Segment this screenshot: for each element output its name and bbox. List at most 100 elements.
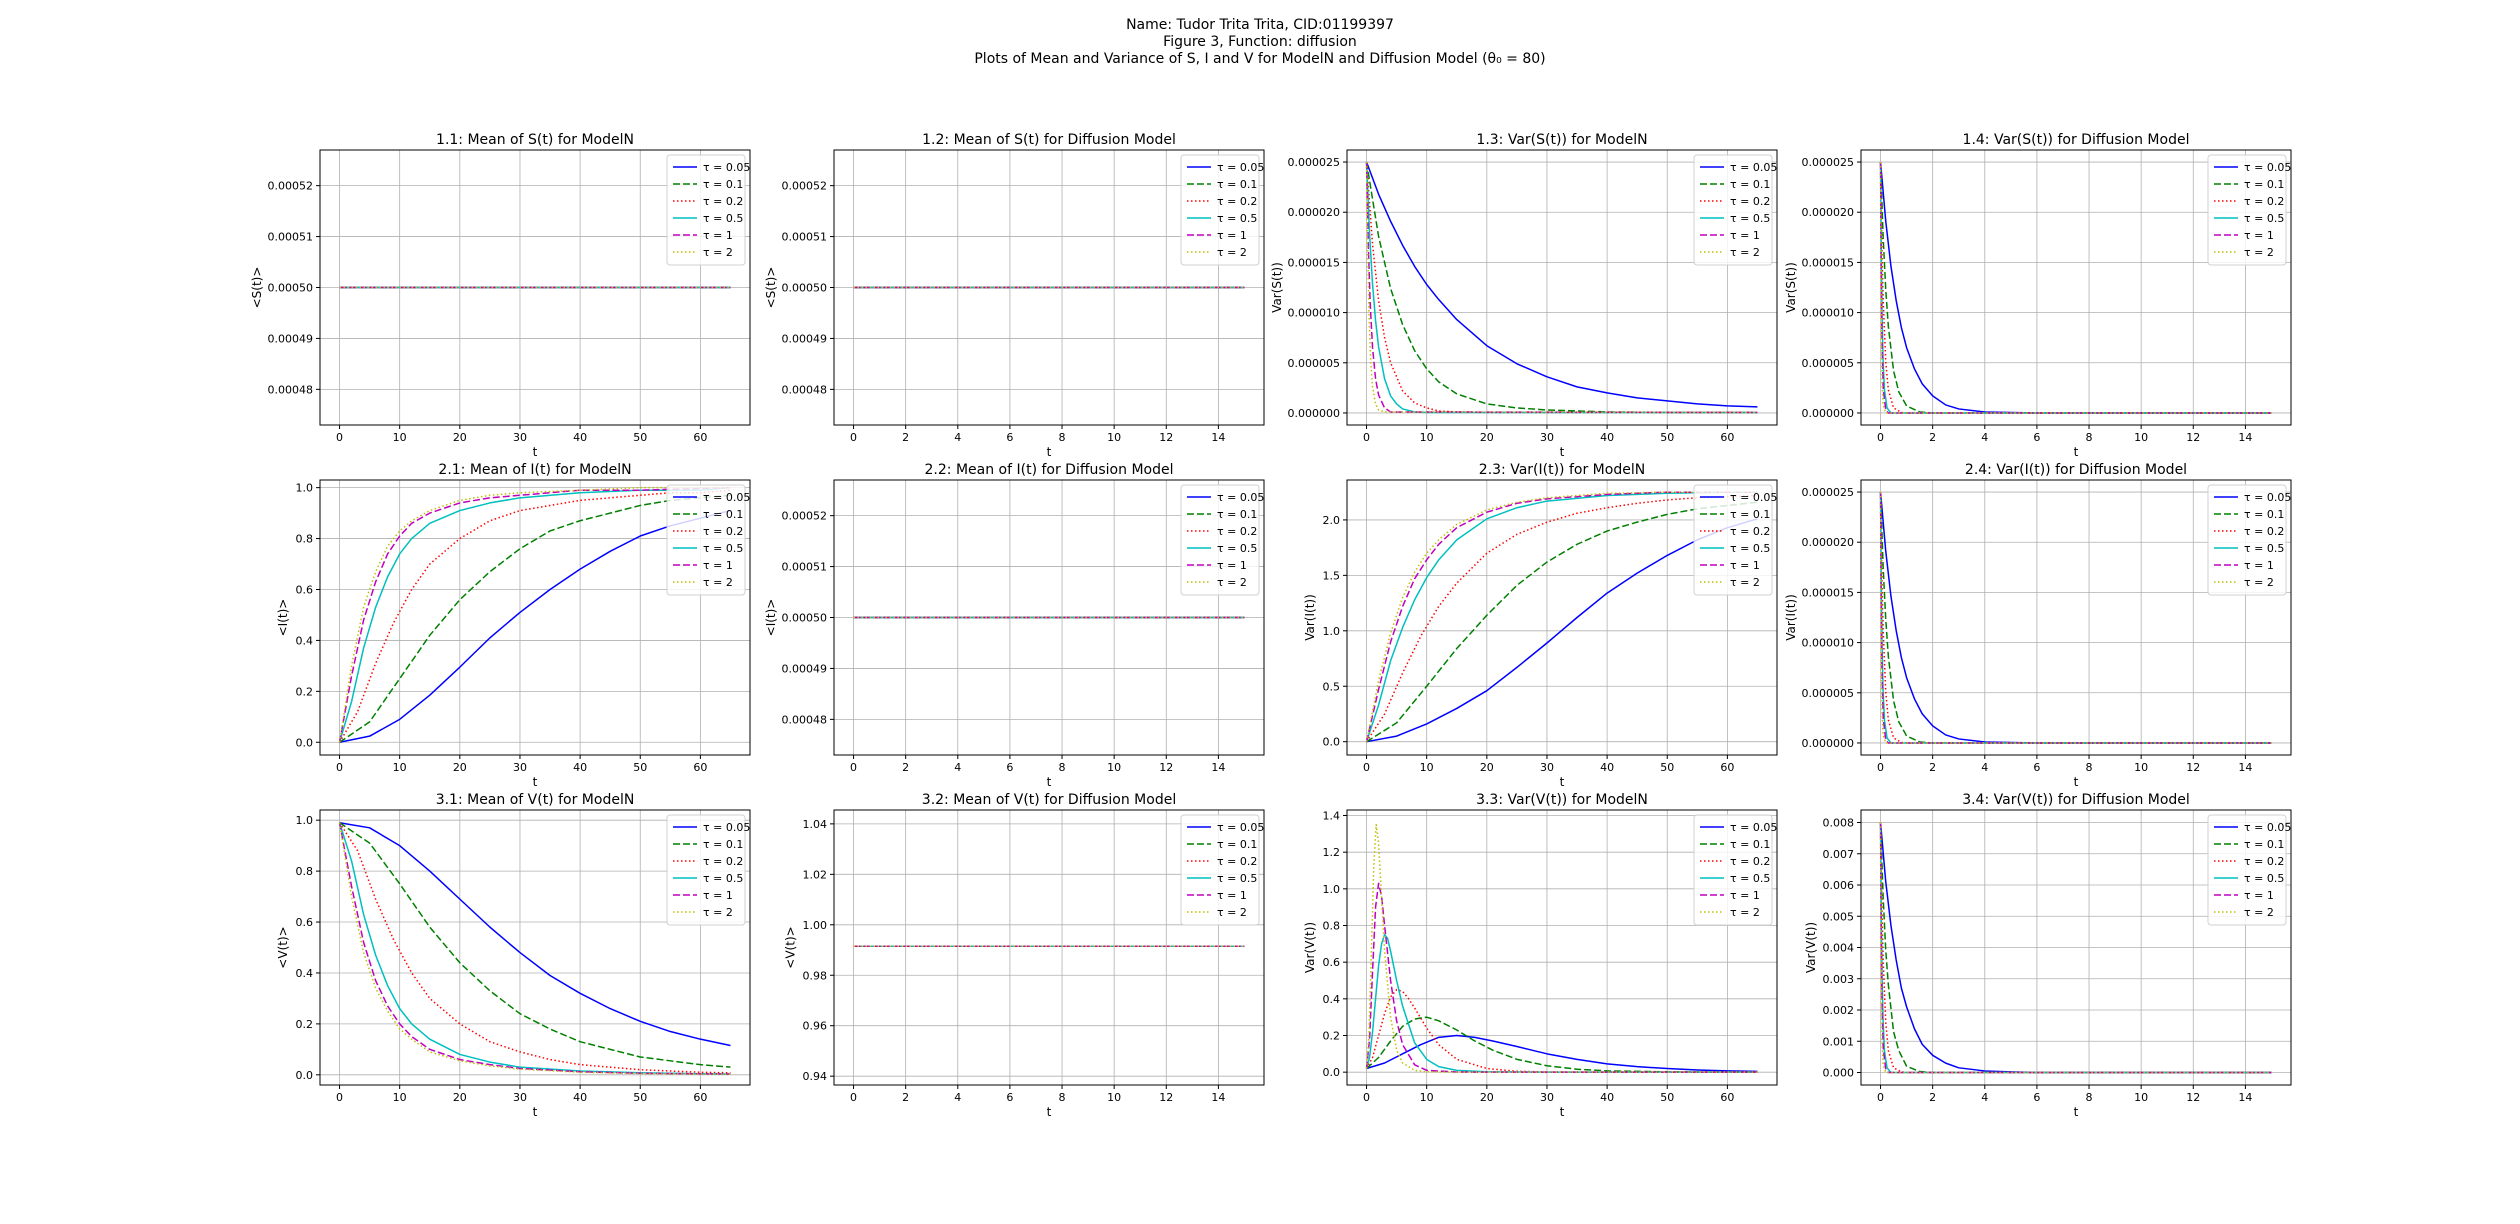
x-tick-label: 12 xyxy=(2186,431,2200,444)
x-tick-label: 10 xyxy=(2134,1091,2148,1104)
legend: τ = 0.05 τ = 0.1 τ = 0.2 τ = 0.5 τ = 1 τ = 2 xyxy=(2207,814,2291,926)
y-tick-label: 0.000025 xyxy=(1802,156,1855,169)
x-tick-label: 12 xyxy=(2186,1091,2200,1104)
x-tick-label: 10 xyxy=(1420,431,1434,444)
y-tick-label: 0.6 xyxy=(1323,956,1341,969)
series-group xyxy=(1879,491,2272,744)
x-tick-label: 10 xyxy=(1107,431,1121,444)
legend-entry: τ = 0.5 xyxy=(703,212,743,225)
y-tick-label: 0.000015 xyxy=(1288,256,1341,269)
legend-entry: τ = 0.2 xyxy=(1730,855,1770,868)
y-tick-label: 1.04 xyxy=(803,818,828,831)
legend-entry: τ = 0.5 xyxy=(1217,212,1257,225)
x-tick-label: 30 xyxy=(1540,761,1554,774)
y-tick-label: 0.008 xyxy=(1823,817,1855,830)
y-tick-label: 0.4 xyxy=(296,967,314,980)
x-tick-label: 50 xyxy=(633,761,647,774)
x-tick-label: 8 xyxy=(2086,431,2093,444)
x-tick-label: 30 xyxy=(513,761,527,774)
legend-entry: τ = 2 xyxy=(1217,906,1247,919)
legend-entry: τ = 1 xyxy=(703,559,733,572)
legend-entry: τ = 0.2 xyxy=(703,855,743,868)
subplot-title: 3.1: Mean of V(t) for ModelN xyxy=(436,792,635,808)
x-tick-label: 0 xyxy=(336,761,343,774)
y-tick-label: 0.004 xyxy=(1823,942,1855,955)
legend-entry: τ = 2 xyxy=(1730,906,1760,919)
x-tick-label: 30 xyxy=(1540,1091,1554,1104)
subplot-p21: 0 10 20 30 40 50 60 0.0 0.2 0.4 0.6 0.8 1.0 2.1: Mean… xyxy=(276,462,751,789)
y-tick-label: 0.5 xyxy=(1323,680,1341,693)
y-axis-label: <S(t)> xyxy=(764,267,778,309)
legend-entry: τ = 0.05 xyxy=(703,161,750,174)
y-tick-label: 0.8 xyxy=(296,533,314,546)
legend-box xyxy=(1180,154,1260,266)
x-tick-label: 0 xyxy=(850,761,857,774)
x-tick-label: 14 xyxy=(1211,1091,1225,1104)
y-tick-label: 0.000005 xyxy=(1802,687,1855,700)
x-axis-label: t xyxy=(2074,445,2079,459)
subplot-title: 2.2: Mean of I(t) for Diffusion Model xyxy=(925,462,1174,478)
x-tick-label: 6 xyxy=(1006,431,1013,444)
legend: τ = 0.05 τ = 0.1 τ = 0.2 τ = 0.5 τ = 1 τ = 2 xyxy=(1693,814,1777,926)
x-tick-label: 4 xyxy=(954,1091,961,1104)
x-tick-label: 60 xyxy=(1720,431,1734,444)
x-tick-label: 10 xyxy=(393,431,407,444)
x-tick-label: 20 xyxy=(1480,1091,1494,1104)
axes-frame xyxy=(833,809,1265,1086)
legend-entry: τ = 0.1 xyxy=(1217,838,1257,851)
series-line-2 xyxy=(1879,162,2272,414)
legend-box xyxy=(666,154,746,266)
y-tick-label: 0.00050 xyxy=(268,282,314,295)
subplot-p11: 0 10 20 30 40 50 60 0.00048 0.00049 0.00050 0.0005… xyxy=(250,132,751,459)
series-group xyxy=(1365,161,1758,414)
y-axis-label: <I(t)> xyxy=(276,599,290,637)
legend-entry: τ = 0.1 xyxy=(2244,178,2284,191)
x-tick-label: 30 xyxy=(1540,431,1554,444)
x-axis-label: t xyxy=(2074,1105,2079,1119)
x-tick-label: 40 xyxy=(1600,431,1614,444)
legend: τ = 0.05 τ = 0.1 τ = 0.2 τ = 0.5 τ = 1 τ = 2 xyxy=(2207,154,2291,266)
legend-entry: τ = 1 xyxy=(1730,229,1760,242)
y-tick-label: 0.00052 xyxy=(268,180,314,193)
x-axis-label: t xyxy=(1560,1105,1565,1119)
legend: τ = 0.05 τ = 0.1 τ = 0.2 τ = 0.5 τ = 1 τ = 2 xyxy=(666,814,750,926)
x-tick-label: 0 xyxy=(1877,431,1884,444)
x-tick-label: 0 xyxy=(1363,431,1370,444)
x-tick-label: 0 xyxy=(336,1091,343,1104)
x-tick-label: 40 xyxy=(573,431,587,444)
series-line-1 xyxy=(339,494,731,743)
y-tick-label: 0.0 xyxy=(1323,1066,1341,1079)
x-tick-label: 6 xyxy=(1006,1091,1013,1104)
x-tick-label: 14 xyxy=(1211,761,1225,774)
x-tick-label: 50 xyxy=(633,1091,647,1104)
subplot-title: 3.4: Var(V(t)) for Diffusion Model xyxy=(1962,792,2190,808)
y-axis-label: Var(S(t)) xyxy=(1270,262,1284,313)
legend: τ = 0.05 τ = 0.1 τ = 0.2 τ = 0.5 τ = 1 τ = 2 xyxy=(666,484,750,596)
x-tick-label: 8 xyxy=(2086,761,2093,774)
x-tick-label: 4 xyxy=(1981,431,1988,444)
x-tick-label: 10 xyxy=(2134,431,2148,444)
legend-entry: τ = 2 xyxy=(703,906,733,919)
y-axis-label: Var(V(t)) xyxy=(1303,922,1317,973)
legend-entry: τ = 0.1 xyxy=(703,838,743,851)
y-tick-label: 0.001 xyxy=(1823,1035,1855,1048)
y-tick-label: 0.6 xyxy=(296,583,314,596)
x-tick-label: 60 xyxy=(693,761,707,774)
subplot-p33: 0 10 20 30 40 50 60 0.0 0.2 0.4 0.6 0.8 1.0 1.2 1.4 3.3… xyxy=(1303,792,1778,1119)
subplot-p13: 0 10 20 30 40 50 60 0.000000 0.000005 0.000010 0.0… xyxy=(1270,132,1778,459)
axes-frame xyxy=(319,479,751,756)
series-group xyxy=(1879,161,2272,414)
legend-box xyxy=(1180,814,1260,926)
legend-entry: τ = 2 xyxy=(1217,246,1247,259)
legend-entry: τ = 0.05 xyxy=(2244,161,2291,174)
legend-box xyxy=(666,484,746,596)
y-tick-label: 0.2 xyxy=(296,685,314,698)
x-tick-label: 8 xyxy=(1059,431,1066,444)
x-tick-label: 50 xyxy=(633,431,647,444)
y-tick-label: 0.000010 xyxy=(1802,307,1855,320)
x-tick-label: 8 xyxy=(1059,1091,1066,1104)
subplot-p31: 0 10 20 30 40 50 60 0.0 0.2 0.4 0.6 0.8 1.0 3.1: Mean… xyxy=(276,792,751,1119)
series-line-1 xyxy=(1879,822,2272,1074)
legend-entry: τ = 0.1 xyxy=(703,508,743,521)
legend-entry: τ = 0.05 xyxy=(1730,491,1777,504)
